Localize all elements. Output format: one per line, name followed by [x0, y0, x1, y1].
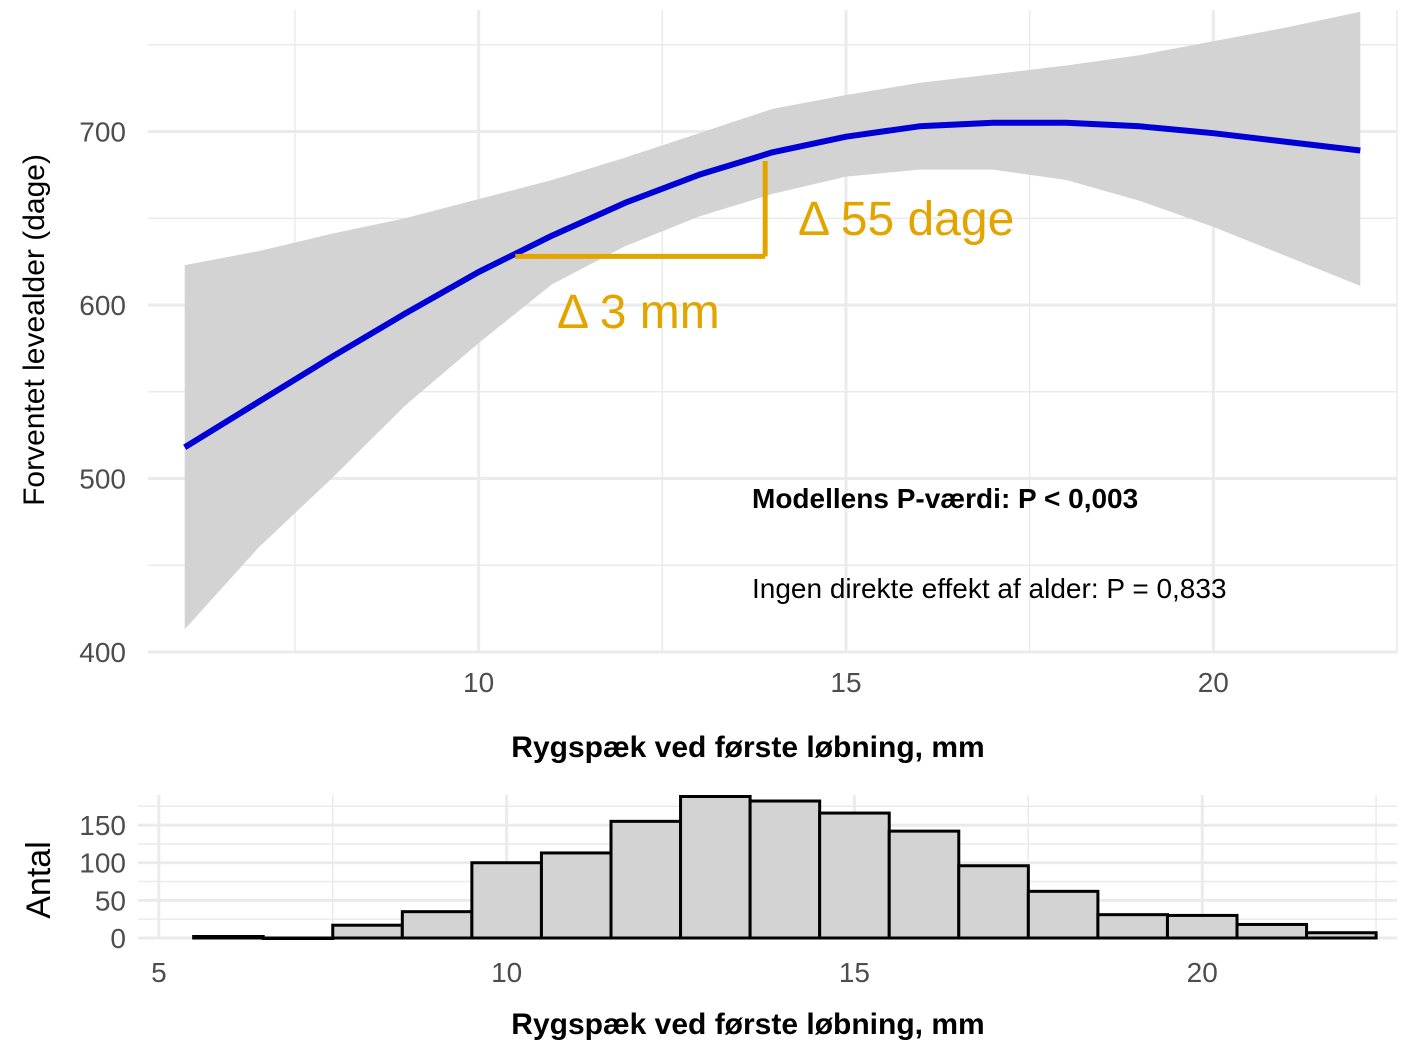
- main-y-tick-labels: 400 500 600 700: [79, 116, 126, 668]
- main-y-tick-label: 500: [79, 463, 126, 494]
- histogram-bar: [1096, 913, 1169, 940]
- age-effect-p-value: Ingen direkte effekt af alder: P = 0,833: [752, 573, 1227, 604]
- histogram-bar: [261, 936, 335, 940]
- histogram-x-tick-label: 15: [839, 957, 870, 988]
- histogram-y-tick-labels: 0 50 100 150: [79, 810, 126, 954]
- histogram-bar: [887, 829, 961, 940]
- main-y-tick-label: 400: [79, 637, 126, 668]
- main-x-tick-label: 15: [830, 667, 861, 698]
- histogram-bars: [192, 795, 1378, 940]
- main-x-axis-title: Rygspæk ved første løbning, mm: [511, 731, 984, 764]
- histogram-bar: [400, 910, 474, 940]
- main-y-tick-label: 700: [79, 116, 126, 147]
- confidence-band: [184, 11, 1361, 630]
- delta-annotation-lines: [515, 160, 768, 259]
- main-x-tick-label: 20: [1198, 667, 1229, 698]
- main-x-tick-label: 10: [463, 667, 494, 698]
- delta-dage-label: Δ 55 dage: [798, 193, 1014, 246]
- histogram-bar: [818, 811, 891, 940]
- histogram-y-tick-label: 150: [79, 810, 126, 841]
- histogram-bar: [470, 861, 543, 940]
- main-y-tick-label: 600: [79, 290, 126, 321]
- histogram-y-tick-label: 0: [110, 923, 126, 954]
- histogram-y-tick-label: 100: [79, 848, 126, 879]
- histogram-bar: [331, 923, 404, 940]
- histogram-bar: [957, 864, 1030, 940]
- histogram-bar: [748, 799, 822, 940]
- histogram-x-tick-label: 5: [151, 957, 167, 988]
- histogram-x-axis-title: Rygspæk ved første løbning, mm: [511, 1008, 984, 1041]
- model-p-value: Modellens P-værdi: P < 0,003: [752, 483, 1138, 514]
- histogram-bar: [679, 795, 752, 940]
- fitted-line: [183, 119, 1361, 450]
- histogram-plot: 0 50 100 150 5 10 15 20 Antal Rygspæk ved førs…: [20, 795, 1397, 1041]
- histogram-y-axis-title: Antal: [20, 841, 58, 919]
- main-plot: 400 500 600 700 10 15 20 Δ 55 dage Δ 3 mm Mod…: [18, 10, 1398, 764]
- histogram-x-tick-labels: 5 10 15 20: [151, 957, 1218, 988]
- histogram-x-tick-label: 20: [1187, 957, 1218, 988]
- delta-mm-label: Δ 3 mm: [557, 286, 720, 339]
- histogram-bar: [1235, 922, 1309, 940]
- histogram-bar: [539, 851, 613, 940]
- histogram-bar: [1305, 931, 1378, 940]
- histogram-bar: [192, 934, 265, 940]
- histogram-bar: [1026, 889, 1100, 940]
- histogram-bar: [1165, 913, 1239, 940]
- histogram-x-tick-label: 10: [491, 957, 522, 988]
- histogram-y-tick-label: 50: [95, 885, 126, 916]
- main-y-axis-title: Forventet levealder (dage): [18, 154, 51, 506]
- main-x-tick-labels: 10 15 20: [463, 667, 1229, 698]
- histogram-bar: [609, 819, 683, 940]
